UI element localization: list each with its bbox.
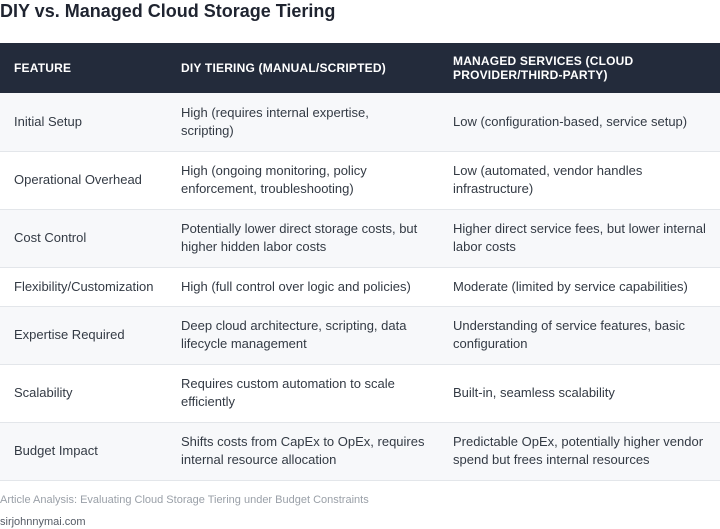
table-body: Initial Setup High (requires internal ex… <box>0 93 720 481</box>
table-row: Operational Overhead High (ongoing monit… <box>0 151 720 210</box>
header-managed-services: MANAGED SERVICES (CLOUD PROVIDER/THIRD-P… <box>439 43 720 93</box>
diy-cell: High (full control over logic and polici… <box>167 267 439 307</box>
feature-cell: Budget Impact <box>0 422 167 481</box>
managed-cell: Understanding of service features, basic… <box>439 306 720 365</box>
feature-cell: Scalability <box>0 364 167 423</box>
feature-cell: Operational Overhead <box>0 151 167 210</box>
feature-cell: Expertise Required <box>0 306 167 365</box>
diy-cell: Requires custom automation to scale effi… <box>167 364 439 423</box>
diy-cell: Deep cloud architecture, scripting, data… <box>167 306 439 365</box>
feature-cell: Cost Control <box>0 209 167 268</box>
table-row: Flexibility/Customization High (full con… <box>0 267 720 307</box>
managed-cell: Higher direct service fees, but lower in… <box>439 209 720 268</box>
source-credit: sirjohnnymai.com <box>0 516 86 528</box>
feature-cell: Initial Setup <box>0 93 167 152</box>
managed-cell: Predictable OpEx, potentially higher ven… <box>439 422 720 481</box>
header-row: FEATURE DIY TIERING (MANUAL/SCRIPTED) MA… <box>0 43 720 93</box>
header-diy-tiering: DIY TIERING (MANUAL/SCRIPTED) <box>167 43 439 93</box>
table-row: Cost Control Potentially lower direct st… <box>0 209 720 268</box>
managed-cell: Low (configuration-based, service setup) <box>439 93 720 152</box>
page-title: DIY vs. Managed Cloud Storage Tiering <box>0 1 336 21</box>
table-caption: Article Analysis: Evaluating Cloud Stora… <box>0 494 369 506</box>
table-header: FEATURE DIY TIERING (MANUAL/SCRIPTED) MA… <box>0 43 720 93</box>
table-row: Expertise Required Deep cloud architectu… <box>0 306 720 365</box>
diy-cell: High (ongoing monitoring, policy enforce… <box>167 151 439 210</box>
table-row: Scalability Requires custom automation t… <box>0 364 720 423</box>
comparison-table: FEATURE DIY TIERING (MANUAL/SCRIPTED) MA… <box>0 43 720 481</box>
header-feature: FEATURE <box>0 43 167 93</box>
managed-cell: Moderate (limited by service capabilitie… <box>439 267 720 307</box>
table-row: Initial Setup High (requires internal ex… <box>0 93 720 152</box>
managed-cell: Low (automated, vendor handles infrastru… <box>439 151 720 210</box>
managed-cell: Built-in, seamless scalability <box>439 364 720 423</box>
diy-cell: Potentially lower direct storage costs, … <box>167 209 439 268</box>
table-row: Budget Impact Shifts costs from CapEx to… <box>0 422 720 481</box>
diy-cell: Shifts costs from CapEx to OpEx, require… <box>167 422 439 481</box>
diy-cell: High (requires internal expertise, scrip… <box>167 93 439 152</box>
feature-cell: Flexibility/Customization <box>0 267 167 307</box>
